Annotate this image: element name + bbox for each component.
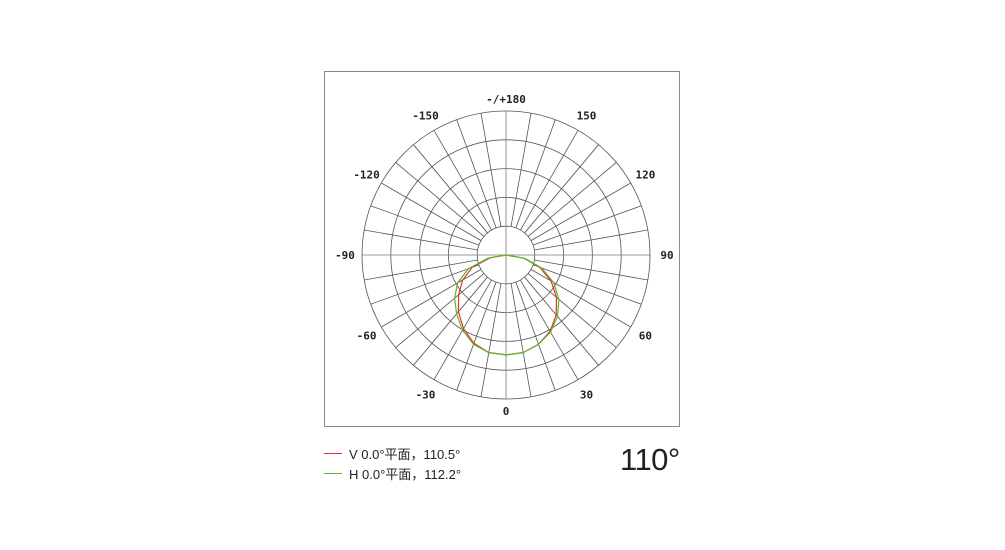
grid-spoke — [456, 281, 497, 391]
grid-spoke — [520, 279, 579, 380]
grid-spoke — [381, 269, 482, 328]
grid-spoke — [395, 162, 485, 237]
grid-spoke — [527, 273, 617, 348]
legend-label-v: V 0.0°平面，110.5° — [349, 447, 461, 462]
angle-label: 150 — [577, 110, 597, 123]
grid-spoke — [524, 276, 599, 366]
angle-label: -90 — [335, 249, 355, 262]
angle-label: 30 — [580, 388, 593, 401]
series-h-curve — [454, 254, 560, 356]
grid-spoke — [480, 113, 502, 227]
grid-spoke — [532, 264, 642, 305]
grid-spoke — [534, 229, 648, 251]
angle-label: 60 — [639, 330, 652, 343]
curves — [454, 254, 560, 356]
grid-spoke — [413, 144, 488, 234]
legend-item-v: V 0.0°平面，110.5° — [324, 444, 460, 463]
grid-spoke — [433, 130, 492, 231]
angle-label: -60 — [357, 330, 377, 343]
grid-spoke — [381, 182, 482, 241]
legend-swatch-green — [324, 473, 342, 474]
grid-spoke — [456, 119, 497, 229]
angle-label: 0 — [503, 405, 510, 418]
grid-spoke — [413, 276, 488, 366]
grid-spoke — [534, 259, 648, 281]
grid-spoke — [515, 119, 556, 229]
grid-spoke — [480, 283, 502, 397]
chart-frame — [324, 71, 680, 427]
grid-spoke — [364, 229, 478, 251]
angle-label: 120 — [635, 169, 655, 182]
angle-label: -150 — [412, 110, 439, 123]
grid-spoke — [530, 182, 631, 241]
legend-item-h: H 0.0°平面，112.2° — [324, 464, 461, 483]
grid-spoke — [364, 259, 478, 281]
grid-spoke — [370, 264, 480, 305]
beam-angle: 110° — [620, 442, 680, 477]
grid-spoke — [510, 283, 532, 397]
grid-spoke — [524, 144, 599, 234]
legend-swatch-red — [324, 453, 342, 454]
angle-label: -30 — [416, 388, 436, 401]
angle-label: 90 — [660, 249, 673, 262]
angle-label: -/+180 — [486, 93, 526, 106]
grid-spoke — [520, 130, 579, 231]
angle-label: -120 — [353, 169, 380, 182]
grid-spoke — [532, 205, 642, 246]
grid-spoke — [510, 113, 532, 227]
angle-labels: 0 30 60 90 120 150 -/+180 -150 -120 -90 -60 -30 — [335, 93, 674, 418]
series-v-curve — [457, 254, 558, 356]
grid-spoke — [370, 205, 480, 246]
legend-label-h: H 0.0°平面，112.2° — [349, 467, 462, 482]
grid-spoke — [515, 281, 556, 391]
grid-spoke — [527, 162, 617, 237]
grid-spoke — [530, 269, 631, 328]
polar-grid — [361, 110, 651, 400]
grid-spoke — [395, 273, 485, 348]
